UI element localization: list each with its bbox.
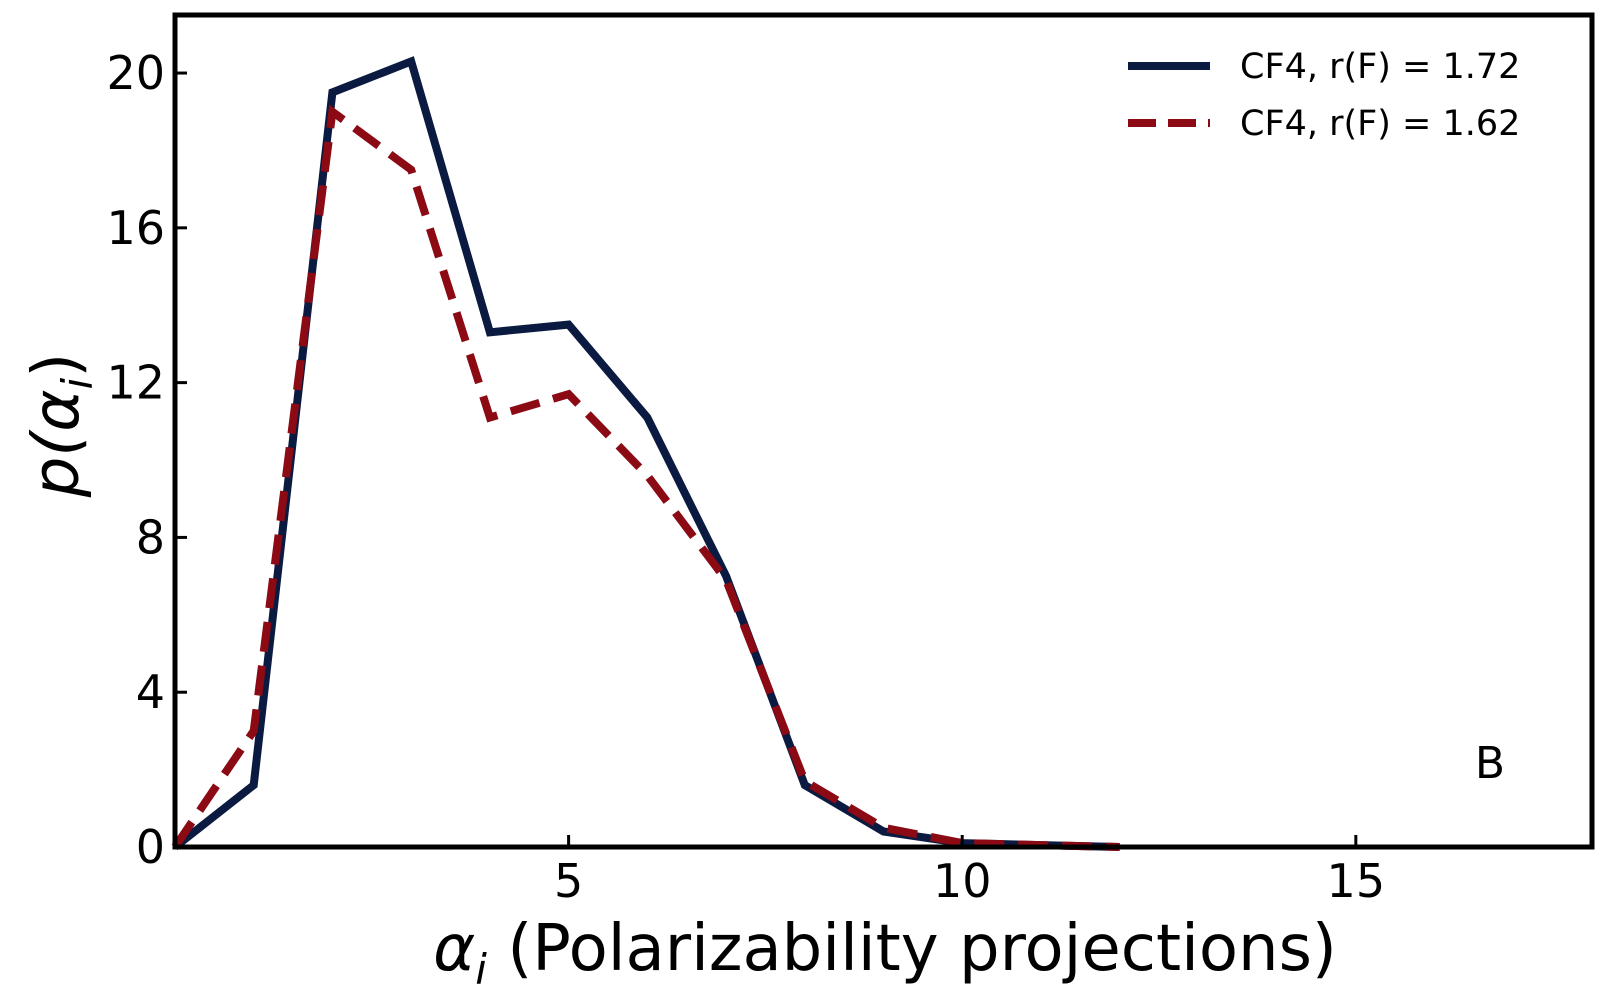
x-tick-label: 15	[1327, 854, 1386, 908]
y-tick-label: 0	[136, 820, 165, 874]
y-axis-label-prefix: p(	[20, 429, 94, 499]
legend-label-cf4-172: CF4, r(F) = 1.72	[1240, 47, 1520, 87]
panel-label: B	[1475, 738, 1505, 789]
x-tick-label: 10	[933, 854, 992, 908]
x-tick-label: 5	[554, 854, 583, 908]
y-axis-label-symbol: α	[20, 389, 94, 431]
y-tick-label: 4	[136, 665, 165, 719]
x-axis-label-subscript: i	[475, 945, 487, 994]
x-axis-label-text: (Polarizability projections)	[487, 912, 1337, 986]
y-tick-label: 20	[106, 46, 165, 100]
legend: CF4, r(F) = 1.72 CF4, r(F) = 1.62	[1128, 47, 1520, 144]
y-tick-label: 16	[106, 201, 165, 255]
y-axis-label: p(αi)	[20, 353, 102, 498]
y-axis-label-subscript: i	[53, 377, 102, 389]
legend-label-cf4-162: CF4, r(F) = 1.62	[1240, 104, 1520, 144]
x-axis-label: αi (Polarizability projections)	[433, 912, 1337, 994]
x-axis-label-symbol: α	[433, 912, 475, 986]
series-line-0	[172, 56, 1120, 851]
y-axis-label-suffix: )	[20, 353, 94, 378]
axis-ticks: 5 10 15 0 4 8 12 16 20	[106, 46, 1385, 908]
series-line-1	[171, 104, 1120, 851]
y-tick-label: 12	[106, 356, 165, 410]
plot-frame	[172, 12, 1595, 850]
plot-area	[171, 56, 1120, 851]
y-tick-label: 8	[136, 510, 165, 564]
